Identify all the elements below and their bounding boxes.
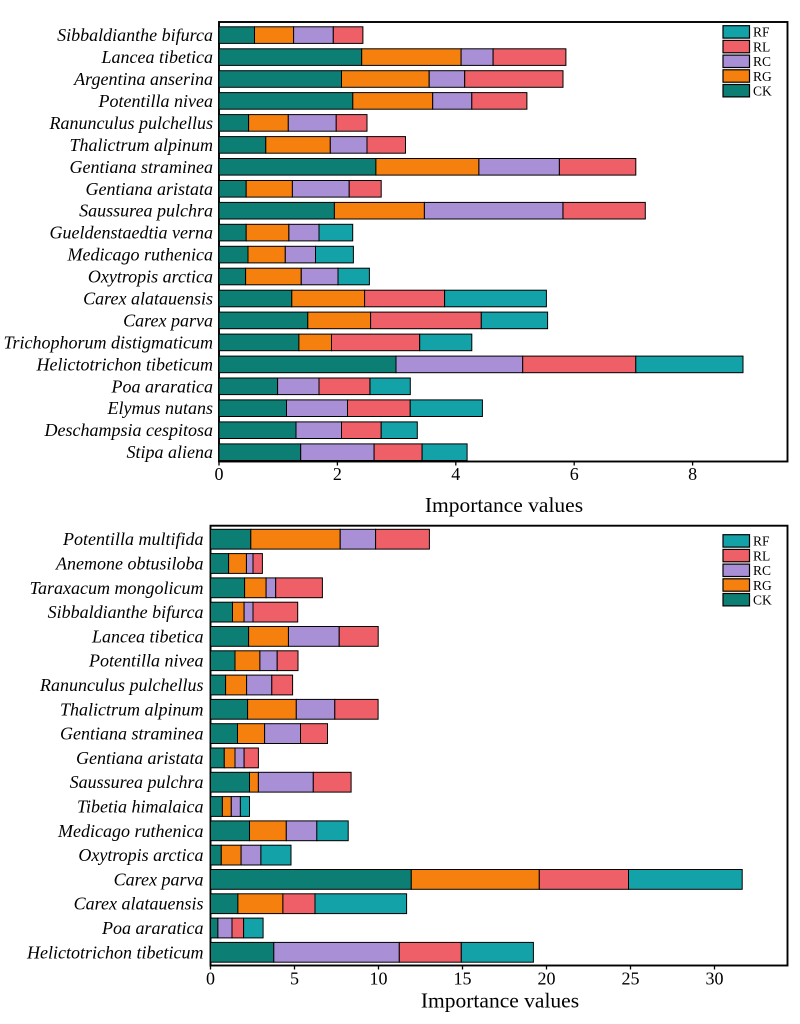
svg-text:Gentiana straminea: Gentiana straminea	[70, 157, 214, 177]
svg-text:Deschampsia cespitosa: Deschampsia cespitosa	[44, 420, 213, 440]
svg-text:0: 0	[206, 969, 215, 989]
svg-text:2: 2	[333, 464, 342, 484]
svg-text:Potentilla multifida: Potentilla multifida	[62, 529, 204, 549]
svg-text:Oxytropis arctica: Oxytropis arctica	[88, 267, 213, 287]
svg-text:6: 6	[570, 464, 579, 484]
svg-text:Lancea tibetica: Lancea tibetica	[91, 626, 203, 646]
svg-text:5: 5	[290, 969, 299, 989]
svg-text:Argentina anserina: Argentina anserina	[73, 69, 213, 89]
svg-text:20: 20	[538, 969, 556, 989]
svg-text:Saussurea pulchra: Saussurea pulchra	[70, 772, 204, 792]
svg-text:25: 25	[622, 969, 640, 989]
svg-text:Anemone obtusiloba: Anemone obtusiloba	[55, 554, 203, 574]
svg-text:0: 0	[215, 464, 224, 484]
svg-text:Carex parva: Carex parva	[114, 869, 204, 889]
svg-text:Stipa aliena: Stipa aliena	[127, 442, 214, 462]
svg-text:Saussurea pulchra: Saussurea pulchra	[79, 201, 213, 221]
svg-text:Gueldenstaedtia verna: Gueldenstaedtia verna	[50, 223, 213, 243]
svg-text:CK: CK	[753, 593, 772, 608]
svg-text:Importance values: Importance values	[425, 493, 583, 517]
svg-text:Potentilla nivea: Potentilla nivea	[88, 651, 203, 671]
svg-text:Potentilla nivea: Potentilla nivea	[98, 91, 213, 111]
svg-text:15: 15	[454, 969, 472, 989]
svg-text:RG: RG	[753, 69, 772, 84]
svg-text:Poa araratica: Poa araratica	[111, 376, 214, 396]
svg-text:Tibetia himalaica: Tibetia himalaica	[77, 797, 204, 817]
svg-text:Taraxacum mongolicum: Taraxacum mongolicum	[30, 578, 204, 598]
svg-text:Poa araratica: Poa araratica	[101, 918, 204, 938]
svg-text:Elymus nutans: Elymus nutans	[107, 398, 214, 418]
svg-text:Trichophorum distigmaticum: Trichophorum distigmaticum	[3, 332, 213, 352]
svg-text:RC: RC	[753, 54, 771, 69]
svg-text:RG: RG	[753, 578, 772, 593]
svg-text:Lancea tibetica: Lancea tibetica	[101, 47, 213, 67]
svg-text:Ranunculus pulchellus: Ranunculus pulchellus	[39, 675, 203, 695]
svg-text:Gentiana straminea: Gentiana straminea	[60, 724, 204, 744]
svg-text:Helictotrichon tibeticum: Helictotrichon tibeticum	[26, 942, 203, 962]
svg-text:Importance values: Importance values	[421, 989, 579, 1013]
svg-text:Helictotrichon tibeticum: Helictotrichon tibeticum	[36, 354, 213, 374]
svg-text:Thalictrum alpinum: Thalictrum alpinum	[69, 135, 213, 155]
svg-text:30: 30	[706, 969, 724, 989]
svg-text:RF: RF	[753, 25, 770, 40]
svg-text:4: 4	[451, 464, 460, 484]
svg-text:Carex alatauensis: Carex alatauensis	[74, 894, 204, 914]
svg-text:10: 10	[370, 969, 388, 989]
svg-text:RC: RC	[753, 563, 771, 578]
svg-text:RL: RL	[753, 39, 770, 54]
svg-text:Gentiana aristata: Gentiana aristata	[85, 179, 213, 199]
svg-text:RF: RF	[753, 534, 770, 549]
svg-text:8: 8	[688, 464, 697, 484]
svg-text:Carex parva: Carex parva	[123, 310, 213, 330]
svg-text:Oxytropis arctica: Oxytropis arctica	[78, 845, 203, 865]
svg-text:Thalictrum alpinum: Thalictrum alpinum	[60, 699, 204, 719]
svg-text:CK: CK	[753, 84, 772, 99]
svg-text:Sibbaldianthe bifurca: Sibbaldianthe bifurca	[48, 602, 204, 622]
svg-text:Gentiana aristata: Gentiana aristata	[76, 748, 204, 768]
svg-text:RL: RL	[753, 548, 770, 563]
svg-text:Carex alatauensis: Carex alatauensis	[83, 289, 213, 309]
svg-text:Medicago ruthenica: Medicago ruthenica	[67, 245, 213, 265]
svg-text:Medicago ruthenica: Medicago ruthenica	[57, 821, 203, 841]
svg-text:Sibbaldianthe bifurca: Sibbaldianthe bifurca	[57, 25, 213, 45]
svg-text:Ranunculus pulchellus: Ranunculus pulchellus	[49, 113, 213, 133]
